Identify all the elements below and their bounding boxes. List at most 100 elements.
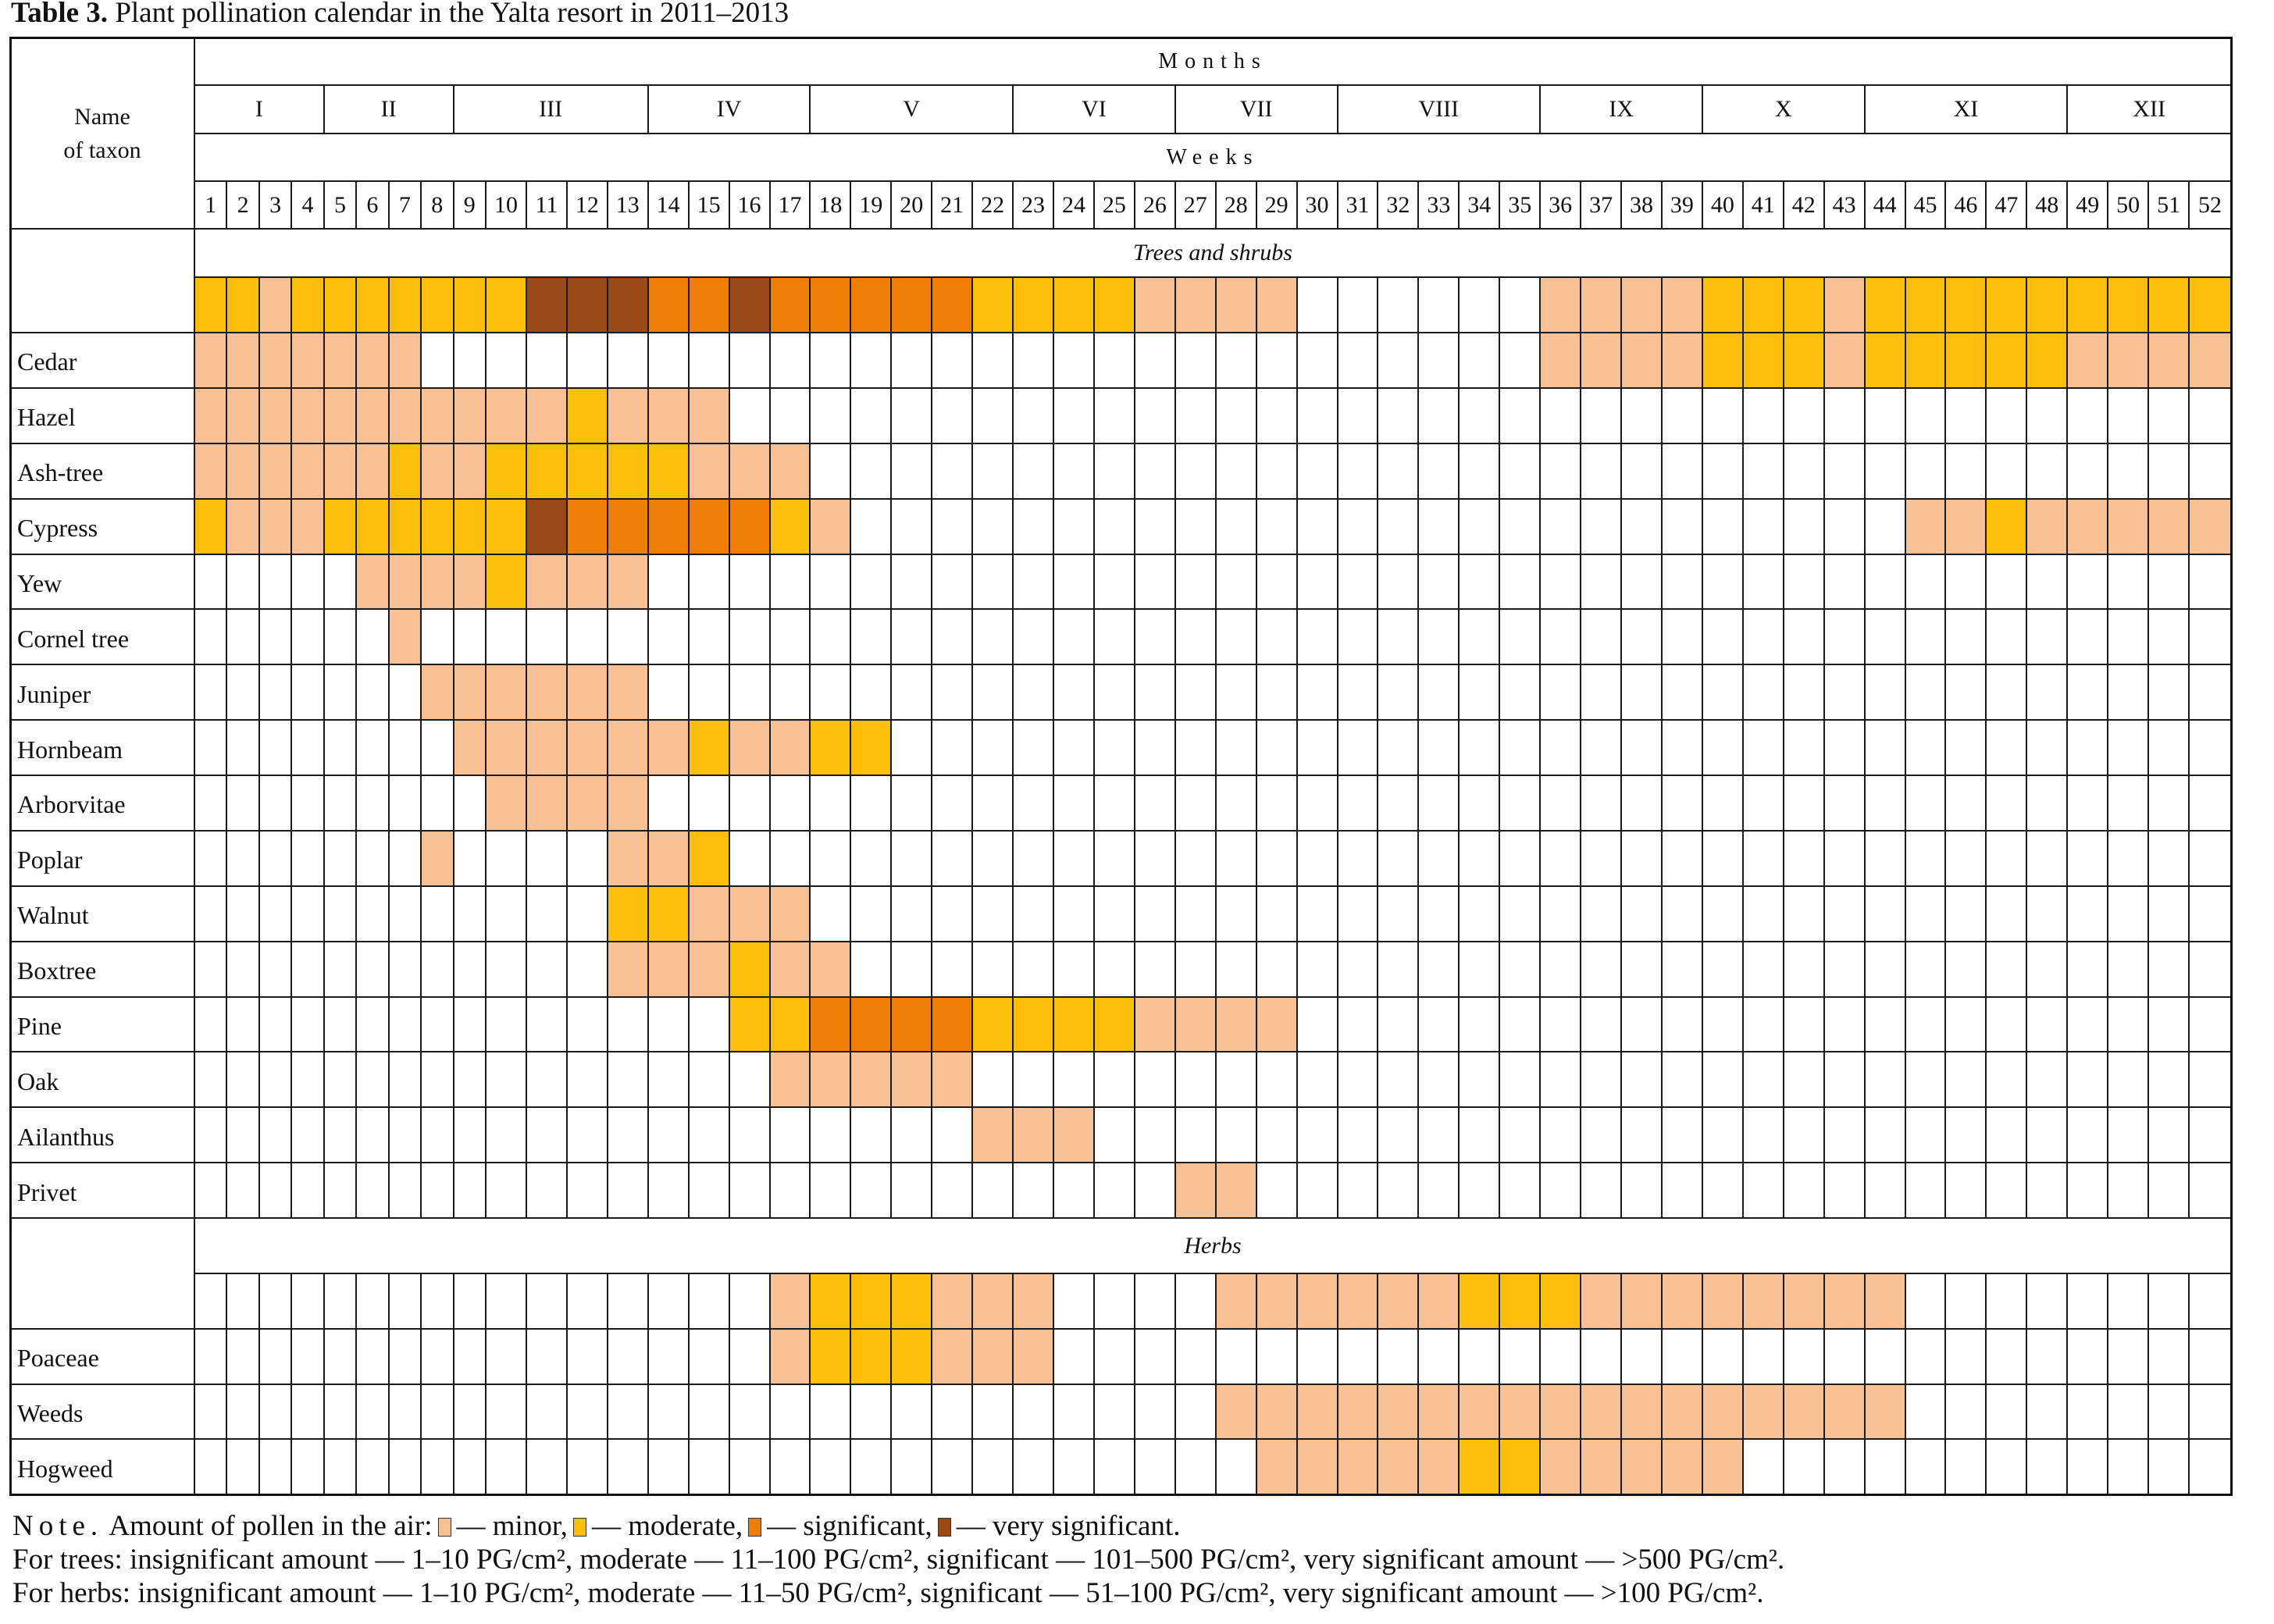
taxon-pollen-cell-empty bbox=[1093, 664, 1135, 721]
taxon-pollen-cell-significant bbox=[850, 996, 892, 1052]
taxon-pollen-cell-empty bbox=[526, 1439, 567, 1494]
taxon-pollen-cell-empty bbox=[972, 554, 1014, 610]
taxon-pollen-cell-empty bbox=[1540, 720, 1581, 775]
section-summary-pollen-cell-minor bbox=[1013, 1273, 1053, 1329]
section-summary-pollen-cell-minor bbox=[1337, 1273, 1378, 1329]
week-number: 39 bbox=[1670, 191, 1694, 218]
section-summary-pollen-cell-very-significant bbox=[566, 277, 608, 333]
section-summary-pollen-cell-moderate bbox=[388, 277, 422, 333]
week-number-cell: 37 bbox=[1581, 181, 1622, 229]
taxon-pollen-cell-empty bbox=[850, 664, 892, 721]
week-number: 52 bbox=[2198, 191, 2222, 218]
taxon-pollen-cell-moderate bbox=[453, 498, 486, 554]
taxon-pollen-cell-empty bbox=[972, 664, 1014, 721]
taxon-pollen-cell-empty bbox=[1053, 443, 1094, 499]
taxon-pollen-cell-moderate bbox=[810, 720, 851, 775]
taxon-pollen-cell-empty bbox=[194, 885, 227, 942]
taxon-pollen-cell-empty bbox=[1256, 941, 1297, 997]
taxon-pollen-cell-empty bbox=[323, 1107, 357, 1163]
section-summary-pollen-cell-empty bbox=[486, 1273, 526, 1329]
month-label: II bbox=[380, 96, 397, 122]
taxon-pollen-cell-empty bbox=[323, 664, 357, 721]
taxon-pollen-cell-empty bbox=[1540, 664, 1581, 721]
taxon-pollen-cell-empty bbox=[972, 830, 1014, 886]
taxon-pollen-cell-empty bbox=[1945, 443, 1987, 499]
taxon-pollen-cell-minor bbox=[2189, 498, 2231, 554]
taxon-pollen-cell-empty bbox=[388, 1052, 422, 1108]
taxon-pollen-cell-empty bbox=[1418, 554, 1460, 610]
taxon-pollen-cell-empty bbox=[486, 333, 526, 388]
taxon-pollen-cell-empty bbox=[769, 775, 811, 831]
taxon-pollen-cell-empty bbox=[2189, 664, 2231, 721]
taxon-pollen-cell-empty bbox=[2108, 554, 2149, 610]
taxon-pollen-cell-minor bbox=[1540, 1439, 1581, 1494]
taxon-pollen-cell-empty bbox=[1337, 996, 1378, 1052]
taxon-pollen-cell-empty bbox=[1621, 775, 1662, 831]
taxon-pollen-cell-empty bbox=[2189, 775, 2231, 831]
taxon-pollen-cell-empty bbox=[1540, 885, 1581, 942]
section-summary-pollen-cell-empty bbox=[1986, 1273, 2027, 1329]
week-number-cell: 26 bbox=[1134, 181, 1175, 229]
taxon-pollen-cell-empty bbox=[2026, 1052, 2068, 1108]
taxon-pollen-cell-empty bbox=[647, 1384, 689, 1440]
taxon-pollen-cell-minor bbox=[932, 1052, 973, 1108]
taxon-pollen-cell-empty bbox=[1621, 498, 1662, 554]
taxon-pollen-cell-empty bbox=[891, 1163, 932, 1218]
table-caption: Plant pollination calendar in the Yalta … bbox=[115, 0, 789, 29]
week-number: 28 bbox=[1224, 191, 1248, 218]
taxon-pollen-cell-empty bbox=[2189, 387, 2231, 443]
taxon-pollen-cell-empty bbox=[1053, 554, 1094, 610]
taxon-row-label: Arborvitae bbox=[10, 775, 194, 831]
taxon-pollen-cell-empty bbox=[2026, 1163, 2068, 1218]
taxon-pollen-cell-empty bbox=[891, 443, 932, 499]
week-number-cell: 40 bbox=[1702, 181, 1743, 229]
taxon-pollen-cell-empty bbox=[1540, 1163, 1581, 1218]
taxon-pollen-cell-empty bbox=[486, 1163, 526, 1218]
section-summary-pollen-cell-empty bbox=[647, 1273, 689, 1329]
taxon-pollen-cell-empty bbox=[1418, 1163, 1460, 1218]
taxon-pollen-cell-empty bbox=[1864, 609, 1905, 665]
taxon-pollen-cell-empty bbox=[850, 1439, 892, 1494]
taxon-pollen-cell-moderate bbox=[688, 830, 729, 886]
taxon-pollen-cell-empty bbox=[453, 1329, 486, 1384]
taxon-pollen-cell-empty bbox=[607, 1439, 648, 1494]
taxon-pollen-cell-minor bbox=[891, 1052, 932, 1108]
taxon-pollen-cell-empty bbox=[1823, 609, 1865, 665]
taxon-pollen-cell-empty bbox=[226, 1107, 259, 1163]
taxon-pollen-cell-empty bbox=[356, 1052, 389, 1108]
taxon-pollen-cell-empty bbox=[1418, 775, 1460, 831]
taxon-pollen-cell-minor bbox=[769, 1329, 811, 1384]
taxon-pollen-cell-empty bbox=[1337, 664, 1378, 721]
section-summary-pollen-cell-significant bbox=[850, 277, 892, 333]
taxon-pollen-cell-empty bbox=[226, 885, 259, 942]
taxon-pollen-cell-significant bbox=[647, 498, 689, 554]
taxon-pollen-cell-empty bbox=[2067, 1163, 2108, 1218]
week-number: 36 bbox=[1549, 191, 1573, 218]
week-number-cell: 27 bbox=[1174, 181, 1216, 229]
taxon-pollen-cell-empty bbox=[1540, 443, 1581, 499]
taxon-pollen-cell-empty bbox=[1905, 775, 1946, 831]
taxon-pollen-cell-empty bbox=[2067, 443, 2108, 499]
week-number: 51 bbox=[2157, 191, 2181, 218]
taxon-pollen-cell-minor bbox=[566, 554, 608, 610]
taxon-pollen-cell-empty bbox=[566, 1384, 608, 1440]
month-cell: II bbox=[323, 85, 454, 134]
week-number: 9 bbox=[463, 191, 476, 218]
taxon-pollen-cell-empty bbox=[810, 443, 851, 499]
taxon-pollen-cell-empty bbox=[2148, 443, 2190, 499]
taxon-pollen-cell-empty bbox=[1661, 1052, 1702, 1108]
taxon-pollen-cell-empty bbox=[194, 1439, 227, 1494]
taxon-pollen-cell-minor bbox=[486, 775, 526, 831]
taxon-pollen-cell-empty bbox=[1134, 775, 1175, 831]
taxon-pollen-cell-empty bbox=[323, 885, 357, 942]
taxon-pollen-cell-empty bbox=[1540, 498, 1581, 554]
taxon-pollen-cell-empty bbox=[291, 996, 324, 1052]
taxon-pollen-cell-minor bbox=[258, 333, 292, 388]
taxon-pollen-cell-empty bbox=[1215, 941, 1256, 997]
taxon-pollen-cell-empty bbox=[2067, 996, 2108, 1052]
taxon-pollen-cell-empty bbox=[1581, 609, 1622, 665]
section-summary-pollen-cell-empty bbox=[2148, 1273, 2190, 1329]
taxon-pollen-cell-empty bbox=[2026, 443, 2068, 499]
months-header: Months bbox=[194, 37, 2231, 85]
taxon-pollen-cell-significant bbox=[729, 498, 770, 554]
